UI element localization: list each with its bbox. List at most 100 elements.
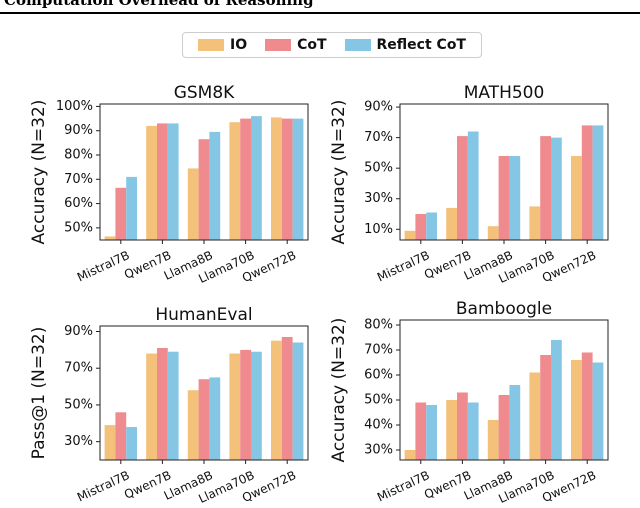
bar-mistral7b-reflect-cot [126, 427, 137, 460]
bar-qwen7b-io [146, 125, 157, 240]
chart-bamboogle: Mistral7BQwen7BLlama8BLlama70BQwen72B30%… [329, 299, 609, 506]
plot-frame [399, 319, 609, 461]
y-tick-label: 60% [364, 368, 393, 383]
y-tick-label: 90% [64, 324, 93, 339]
bar-llama70b-io [529, 372, 541, 460]
legend-swatch-reflect-cot [344, 39, 371, 51]
bar-mistral7b-io [104, 236, 116, 240]
chart-title-gsm8k: GSM8K [174, 83, 235, 103]
bar-llama8b-io [487, 420, 499, 460]
legend: IO CoT Reflect CoT [182, 32, 482, 58]
bar-llama70b-reflect-cot [251, 351, 262, 460]
plot-frame [99, 325, 309, 461]
y-tick-label: 40% [364, 418, 393, 433]
bar-llama70b-io [529, 206, 541, 240]
chart-math500: Mistral7BQwen7BLlama8BLlama70BQwen72B10%… [329, 83, 609, 286]
legend-item-cot: CoT [265, 37, 327, 53]
bar-mistral7b-io [404, 230, 416, 240]
bar-mistral7b-cot [415, 402, 427, 460]
bar-qwen7b-io [446, 400, 457, 460]
legend-item-io: IO [197, 37, 248, 53]
bar-mistral7b-io [104, 425, 116, 460]
bar-mistral7b-cot [415, 214, 427, 240]
bar-mistral7b-reflect-cot [126, 176, 137, 240]
bar-qwen72b-io [271, 117, 282, 240]
bar-qwen72b-cot [581, 125, 593, 240]
y-tick-label: 50% [364, 393, 393, 408]
bar-qwen7b-cot [157, 348, 168, 460]
bar-qwen7b-reflect-cot [467, 131, 479, 240]
page-title: Computation Overhead of Reasoning [4, 0, 314, 9]
bar-qwen7b-reflect-cot [167, 351, 179, 460]
bar-llama8b-reflect-cot [509, 156, 521, 240]
bar-llama8b-cot [198, 139, 210, 240]
y-tick-label: 10% [364, 222, 393, 237]
bar-llama70b-cot [240, 349, 251, 460]
legend-label-io: IO [229, 37, 248, 53]
y-tick-label: 70% [64, 361, 93, 376]
y-tick-label: 70% [364, 130, 393, 145]
bar-llama70b-reflect-cot [251, 116, 262, 240]
bar-qwen72b-reflect-cot [592, 362, 604, 460]
bar-llama70b-cot [540, 136, 551, 240]
bar-qwen72b-cot [281, 337, 293, 460]
bar-llama70b-cot [540, 355, 551, 460]
bar-mistral7b-reflect-cot [426, 405, 437, 460]
x-tick-label-mistral7b: Mistral7B [375, 248, 432, 284]
bar-qwen7b-io [446, 207, 457, 240]
bar-qwen72b-reflect-cot [292, 342, 304, 460]
bar-llama70b-cot [240, 118, 251, 240]
legend-item-reflect-cot: Reflect CoT [344, 37, 466, 53]
y-tick-label: 70% [364, 343, 393, 358]
bar-llama8b-io [187, 390, 199, 460]
y-tick-label: 30% [364, 191, 393, 206]
bar-llama70b-reflect-cot [551, 137, 562, 240]
bar-llama8b-io [487, 226, 499, 240]
plot-frame [399, 103, 609, 241]
bar-qwen7b-cot [157, 123, 168, 240]
bar-qwen72b-cot [581, 352, 593, 460]
chart-title-humaneval: HumanEval [155, 305, 252, 325]
y-axis-label-math500: Accuracy (N=32) [329, 100, 349, 245]
y-tick-label: 80% [64, 148, 93, 163]
bar-llama8b-reflect-cot [209, 377, 221, 460]
bar-qwen7b-reflect-cot [467, 402, 479, 460]
legend-swatch-cot [265, 39, 292, 51]
x-tick-label-mistral7b: Mistral7B [75, 248, 132, 284]
bar-mistral7b-cot [115, 187, 127, 240]
legend-label-reflect-cot: Reflect CoT [376, 37, 466, 53]
bar-llama70b-reflect-cot [551, 340, 562, 460]
y-tick-label: 60% [64, 196, 93, 211]
y-tick-label: 50% [364, 161, 393, 176]
bar-qwen7b-cot [457, 392, 468, 460]
chart-title-bamboogle: Bamboogle [456, 299, 552, 319]
bar-llama70b-io [229, 353, 241, 460]
y-tick-label: 80% [364, 318, 393, 333]
bar-qwen7b-cot [457, 136, 468, 240]
bar-qwen72b-io [571, 360, 582, 460]
y-tick-label: 70% [64, 172, 93, 187]
y-axis-label-humaneval: Pass@1 (N=32) [29, 327, 49, 460]
y-axis-label-gsm8k: Accuracy (N=32) [29, 100, 49, 245]
bar-qwen72b-io [271, 340, 282, 460]
bar-qwen7b-reflect-cot [167, 123, 179, 240]
bar-llama8b-cot [498, 156, 510, 240]
bar-qwen72b-io [571, 156, 582, 240]
bar-llama8b-cot [498, 395, 510, 460]
bar-mistral7b-reflect-cot [426, 212, 437, 240]
bar-llama70b-io [229, 122, 241, 240]
plot-frame [99, 103, 309, 241]
legend-label-cot: CoT [297, 37, 327, 53]
bar-qwen7b-io [146, 353, 157, 460]
top-rule [0, 12, 640, 14]
bar-qwen72b-cot [281, 118, 293, 240]
x-tick-label-mistral7b: Mistral7B [375, 468, 432, 504]
bar-llama8b-io [187, 168, 199, 240]
y-tick-label: 90% [64, 123, 93, 138]
y-tick-label: 50% [64, 397, 93, 412]
bar-llama8b-reflect-cot [509, 385, 521, 460]
chart-gsm8k: Mistral7BQwen7BLlama8BLlama70BQwen72B50%… [29, 83, 309, 286]
chart-title-math500: MATH500 [464, 83, 545, 103]
y-tick-label: 100% [56, 99, 93, 114]
